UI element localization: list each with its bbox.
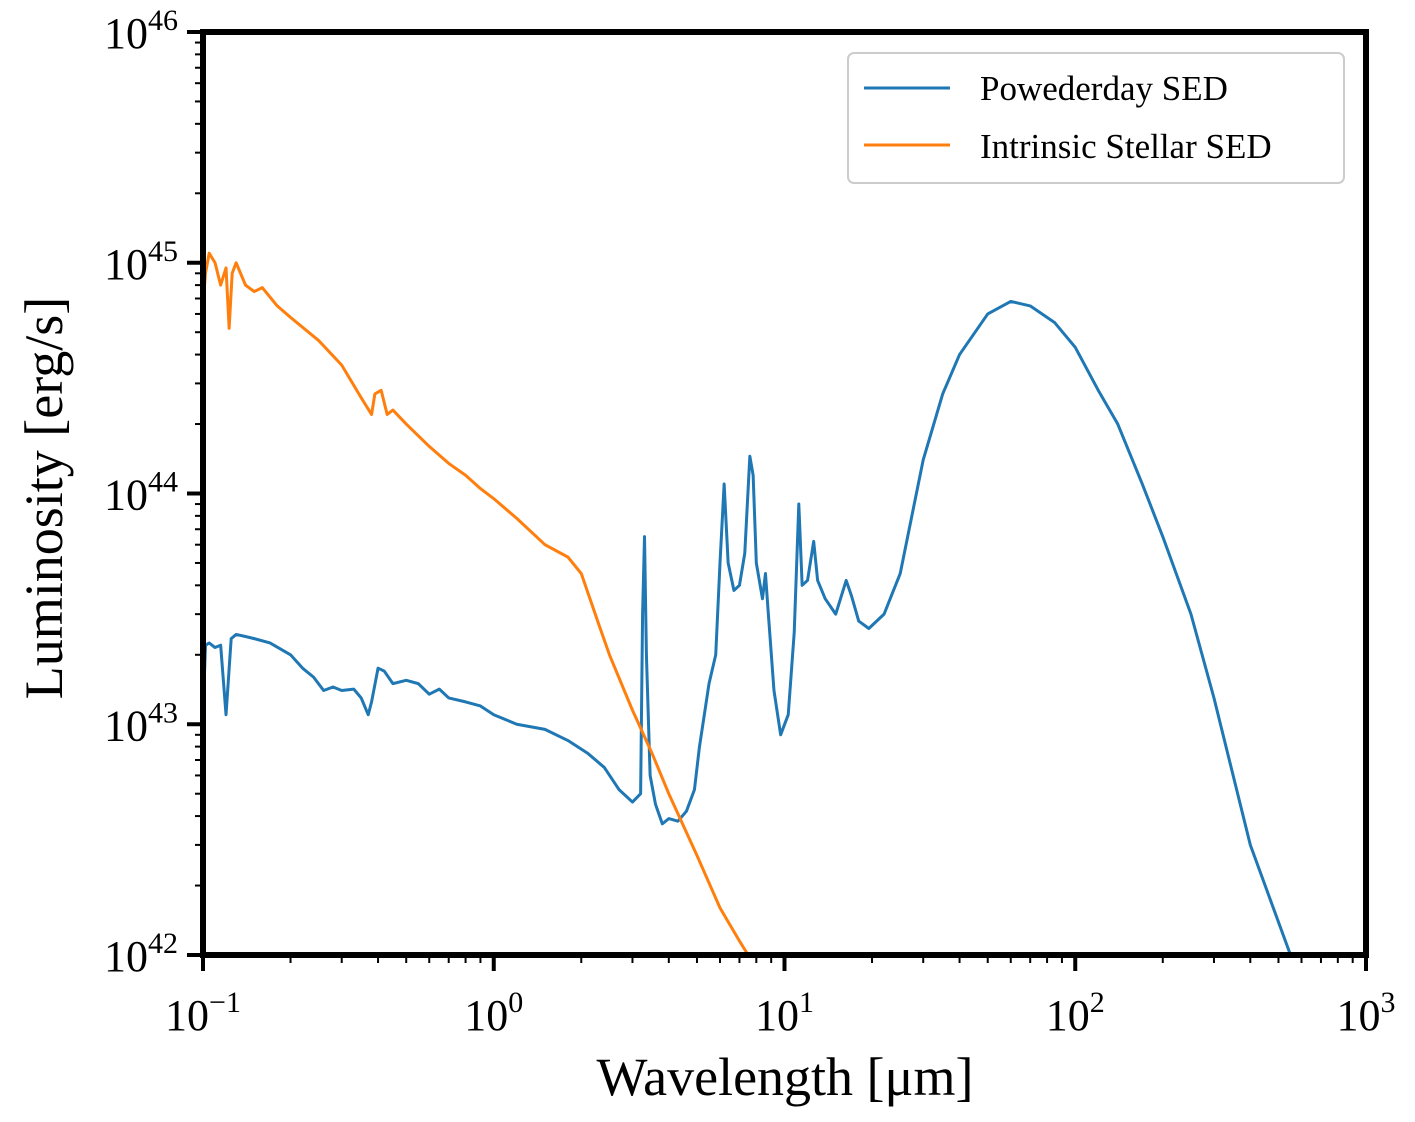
y-tick-label: 1042 [104,927,178,981]
y-axis-title: Luminosity [erg/s] [14,297,74,699]
x-tick-label: 102 [1046,986,1105,1040]
intrinsic-stellar-sed-line [203,251,750,955]
y-tick-label: 1046 [104,4,178,58]
x-tick-label: 10−1 [165,986,241,1040]
legend-label-powederday: Powederday SED [980,69,1228,108]
legend: Powederday SED Intrinsic Stellar SED [847,52,1345,184]
x-tick-label: 103 [1337,986,1396,1040]
x-axis-title: Wavelength [μm] [597,1047,974,1107]
y-tick-label: 1043 [104,696,178,750]
x-tick-label: 100 [464,986,523,1040]
y-tick-label: 1044 [104,466,178,520]
plot-frame [200,29,1369,958]
y-tick-label: 1045 [104,235,178,289]
x-tick-label: 101 [755,986,814,1040]
legend-label-intrinsic: Intrinsic Stellar SED [980,127,1272,166]
powederday-sed-line [203,299,1292,955]
series-layer [203,251,1292,955]
legend-box [847,52,1345,184]
tick-labels: 10−1 100 101 102 103 1042 1043 1044 1045 1046 [104,4,1396,1040]
